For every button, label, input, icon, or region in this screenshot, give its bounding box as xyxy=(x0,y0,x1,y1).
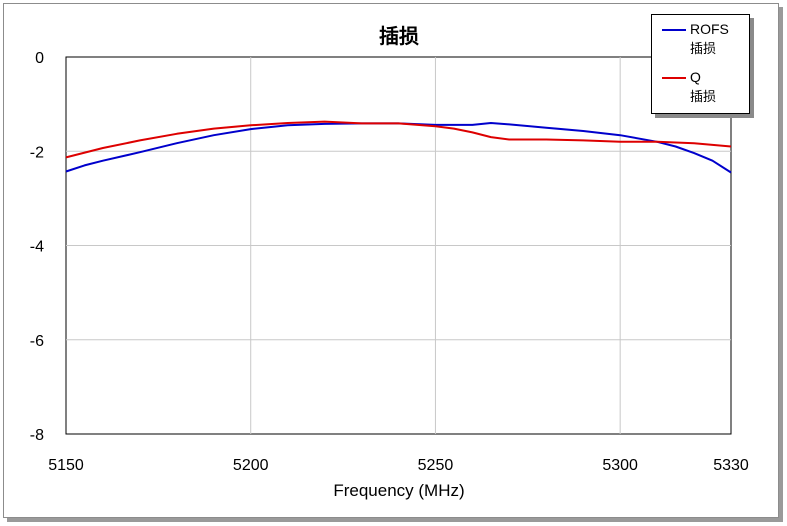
y-tick-labels: 0 -2 -4 -6 -8 xyxy=(30,50,44,444)
legend-label-rofs: ROFS xyxy=(690,21,729,37)
chart-title: 插损 xyxy=(379,24,419,48)
legend-swatch-rofs xyxy=(662,29,686,31)
x-tick-label: 5200 xyxy=(233,457,269,474)
x-tick-label: 5150 xyxy=(48,457,84,474)
legend-sublabel-rofs: 插损 xyxy=(690,42,717,57)
x-tick-label: 5300 xyxy=(602,457,638,474)
legend-swatch-q xyxy=(662,77,686,79)
series-layer xyxy=(65,120,732,174)
legend-sublabel-q: 插损 xyxy=(690,90,717,105)
y-tick-label: -8 xyxy=(30,427,44,444)
y-tick-label: 0 xyxy=(35,50,44,67)
legend: ROFS 插损 Q 插损 xyxy=(651,14,750,114)
y-tick-label: -2 xyxy=(30,144,44,161)
y-tick-label: -4 xyxy=(30,239,44,256)
series-line-q xyxy=(65,120,732,159)
legend-label-q: Q xyxy=(690,69,701,85)
grid-lines xyxy=(66,57,731,434)
x-tick-labels: 5150 5200 5250 5300 5330 xyxy=(48,457,749,474)
x-tick-label: 5330 xyxy=(713,457,749,474)
x-tick-label: 5250 xyxy=(418,457,454,474)
x-axis-label: Frequency (MHz) xyxy=(333,481,464,500)
y-tick-label: -6 xyxy=(30,333,44,350)
